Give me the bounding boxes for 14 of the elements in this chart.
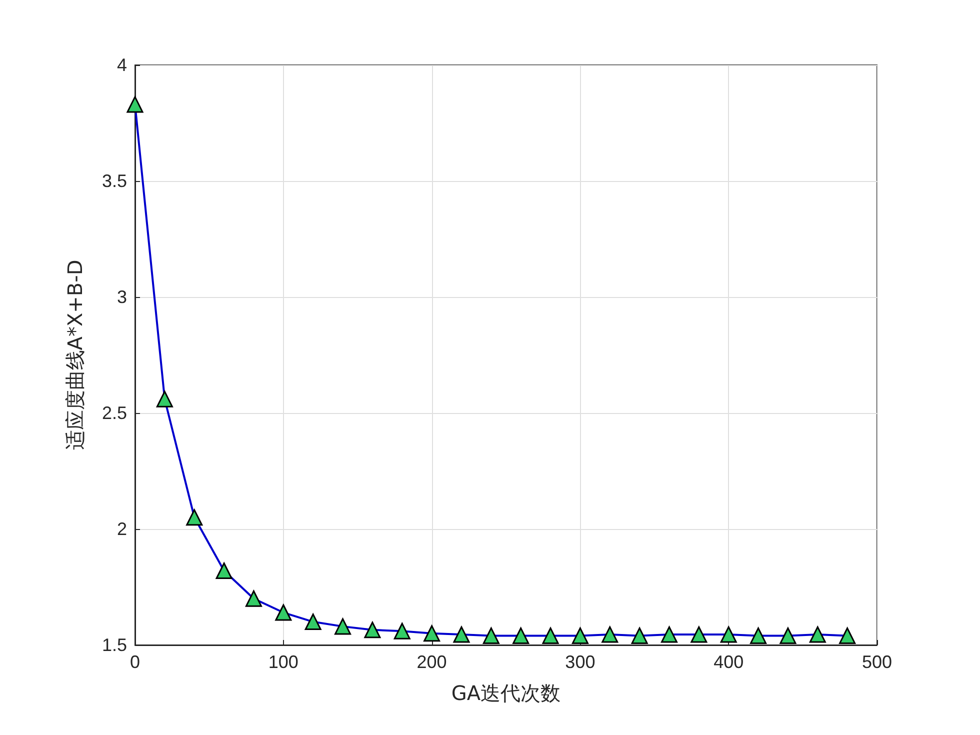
x-tick-label: 100 [268, 652, 298, 672]
y-tick-label: 1.5 [102, 635, 127, 655]
y-tick-label: 3 [116, 287, 127, 307]
x-tick-label: 200 [416, 652, 447, 672]
x-axis-title: GA迭代次数 [451, 681, 561, 705]
y-tick-label: 4 [116, 55, 127, 75]
x-tick-label: 500 [862, 652, 892, 672]
x-tick-label: 400 [714, 652, 744, 672]
y-tick-label: 2 [116, 519, 127, 539]
y-axis-title: 适应度曲线A*X+B-D [63, 260, 87, 450]
y-tick-label: 2.5 [102, 403, 127, 423]
x-tick-label: 0 [130, 652, 140, 672]
x-tick-label: 300 [565, 652, 596, 672]
y-tick-label: 3.5 [102, 171, 127, 191]
